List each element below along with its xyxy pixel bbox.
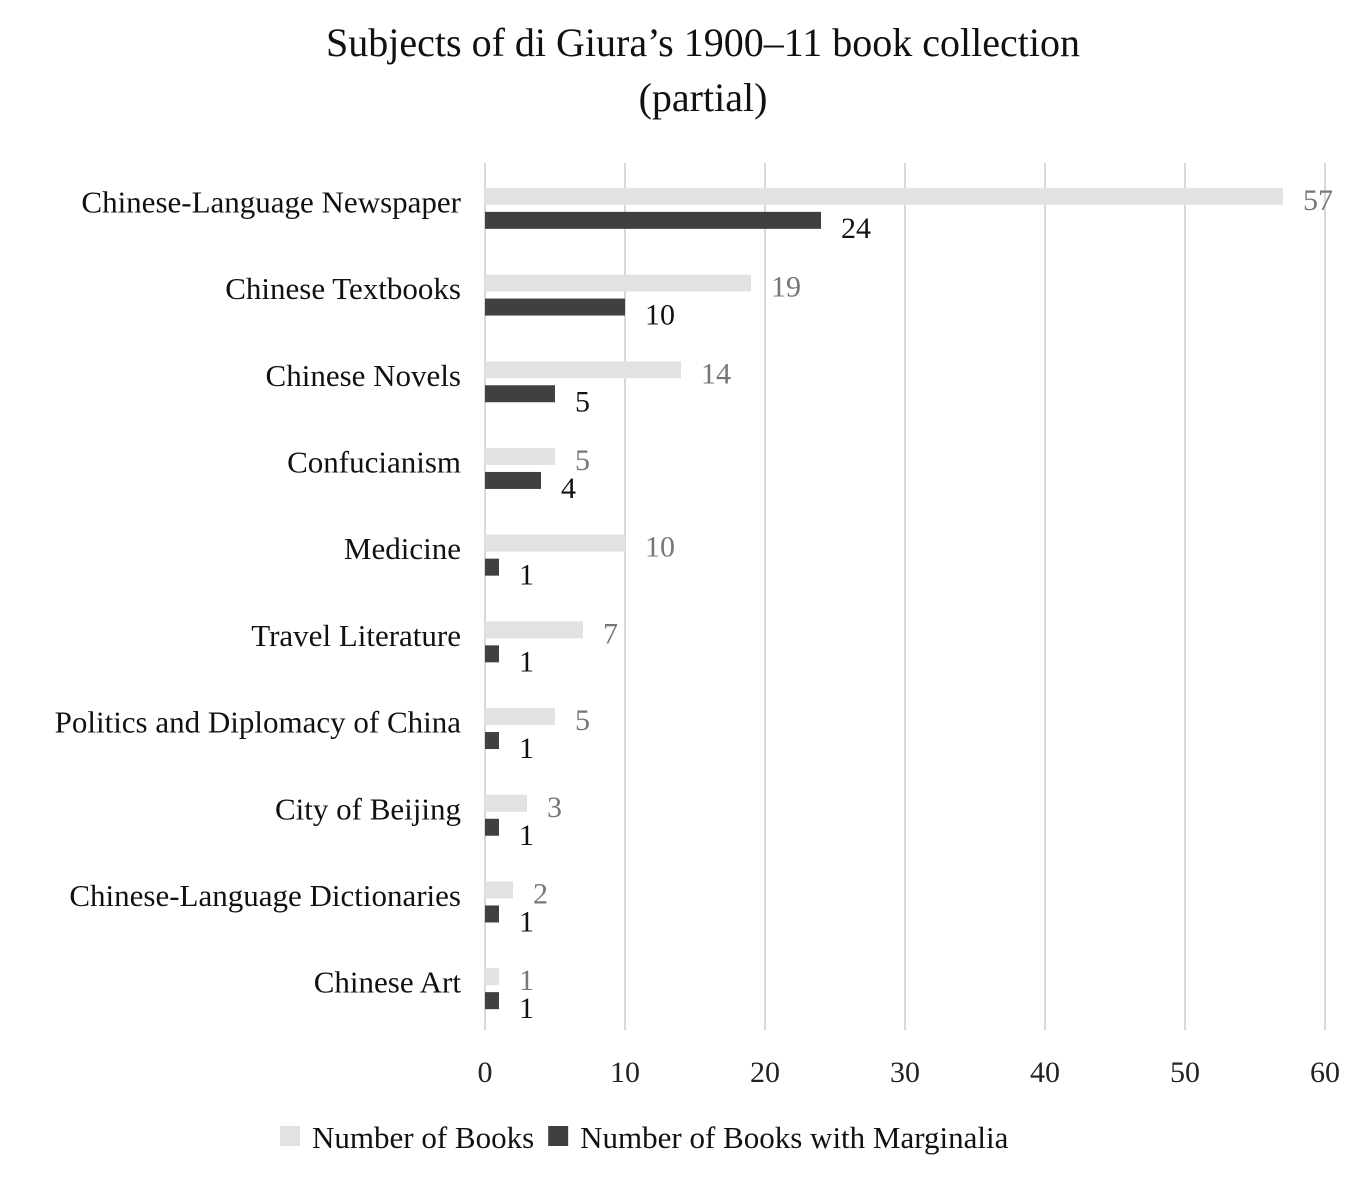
bar-number-of-books bbox=[485, 621, 583, 639]
bar-books-with-marginalia bbox=[485, 558, 499, 576]
data-label-number-of-books: 19 bbox=[771, 271, 801, 304]
category-labels: Chinese-Language Newspaper Chinese Textbo… bbox=[55, 184, 462, 999]
data-label-books-with-marginalia: 24 bbox=[841, 212, 871, 245]
bar-number-of-books bbox=[485, 881, 513, 899]
bar-books-with-marginalia bbox=[485, 818, 499, 836]
data-label-books-with-marginalia: 10 bbox=[645, 299, 675, 332]
chart-title-line: Subjects of di Giura’s 1900–11 book coll… bbox=[326, 20, 1080, 65]
legend-label: Number of Books bbox=[312, 1120, 534, 1155]
bar-number-of-books bbox=[485, 968, 499, 986]
data-label-number-of-books: 5 bbox=[575, 444, 590, 477]
data-label-books-with-marginalia: 5 bbox=[575, 385, 590, 418]
category-label: Confucianism bbox=[287, 444, 461, 479]
x-tick-label: 30 bbox=[890, 1056, 920, 1089]
data-label-books-with-marginalia: 1 bbox=[519, 819, 534, 852]
category-label: City of Beijing bbox=[275, 791, 461, 826]
bar-number-of-books bbox=[485, 794, 527, 812]
data-label-books-with-marginalia: 4 bbox=[561, 472, 576, 505]
bar-books-with-marginalia bbox=[485, 645, 499, 663]
legend-swatch bbox=[548, 1126, 569, 1146]
x-tick-label: 50 bbox=[1170, 1056, 1200, 1089]
bar-books-with-marginalia bbox=[485, 905, 499, 923]
data-label-number-of-books: 10 bbox=[645, 531, 675, 564]
category-label: Chinese-Language Newspaper bbox=[81, 184, 461, 219]
bar-books-with-marginalia bbox=[485, 732, 499, 750]
data-label-number-of-books: 5 bbox=[575, 704, 590, 737]
bar-books-with-marginalia bbox=[485, 471, 541, 489]
bar-number-of-books bbox=[485, 274, 751, 292]
bar-books-with-marginalia bbox=[485, 211, 821, 229]
bar-number-of-books bbox=[485, 447, 555, 465]
data-label-number-of-books: 7 bbox=[603, 617, 618, 650]
bar-books-with-marginalia bbox=[485, 298, 625, 316]
chart-title-line: (partial) bbox=[639, 75, 768, 120]
legend-swatch bbox=[280, 1126, 300, 1146]
x-tick-label: 10 bbox=[610, 1056, 640, 1089]
x-tick-label: 20 bbox=[750, 1056, 780, 1089]
data-label-number-of-books: 57 bbox=[1303, 184, 1333, 217]
x-tick-label: 60 bbox=[1310, 1056, 1340, 1089]
data-label-number-of-books: 3 bbox=[547, 791, 562, 824]
x-tick-label: 0 bbox=[478, 1056, 493, 1089]
data-label-books-with-marginalia: 1 bbox=[519, 732, 534, 765]
x-tick-label: 40 bbox=[1030, 1056, 1060, 1089]
bar-number-of-books bbox=[485, 361, 681, 379]
category-label: Travel Literature bbox=[251, 618, 461, 653]
legend: Number of Books Number of Books with Marg… bbox=[280, 1120, 1009, 1155]
gridlines bbox=[484, 163, 1326, 1030]
data-label-number-of-books: 2 bbox=[533, 877, 548, 910]
bar-books-with-marginalia bbox=[485, 385, 555, 403]
bar-books-with-marginalia bbox=[485, 992, 499, 1010]
data-label-books-with-marginalia: 1 bbox=[519, 905, 534, 938]
bar-number-of-books bbox=[485, 534, 625, 552]
category-label: Chinese Textbooks bbox=[225, 271, 461, 306]
category-label: Chinese-Language Dictionaries bbox=[69, 878, 461, 913]
legend-label: Number of Books with Marginalia bbox=[580, 1120, 1008, 1155]
chart-title: Subjects of di Giura’s 1900–11 book coll… bbox=[326, 20, 1080, 120]
data-label-number-of-books: 1 bbox=[519, 964, 534, 997]
bar-number-of-books bbox=[485, 708, 555, 726]
category-label: Chinese Novels bbox=[266, 358, 461, 393]
data-label-books-with-marginalia: 1 bbox=[519, 559, 534, 592]
data-label-number-of-books: 14 bbox=[701, 357, 731, 390]
bar-number-of-books bbox=[485, 187, 1283, 205]
data-label-books-with-marginalia: 1 bbox=[519, 992, 534, 1025]
category-label: Medicine bbox=[344, 531, 461, 566]
data-label-books-with-marginalia: 1 bbox=[519, 645, 534, 678]
category-label: Politics and Diplomacy of China bbox=[55, 705, 462, 740]
x-tick-labels: 0 10 20 30 40 50 60 bbox=[478, 1056, 1341, 1089]
category-label: Chinese Art bbox=[314, 965, 462, 1000]
